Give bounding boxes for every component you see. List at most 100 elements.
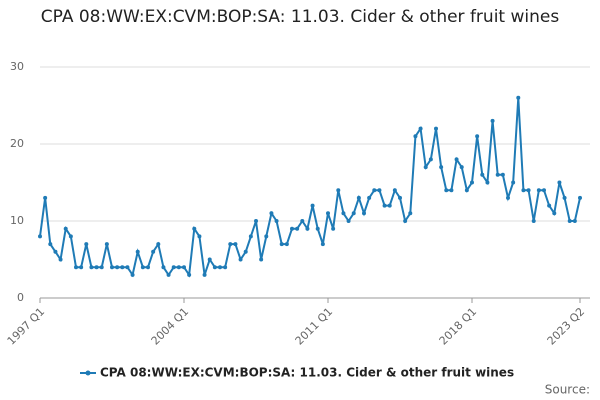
y-tick-label: 0 bbox=[17, 291, 24, 304]
data-point bbox=[526, 188, 531, 193]
data-point bbox=[68, 234, 73, 239]
data-point bbox=[398, 195, 402, 200]
data-point bbox=[125, 265, 130, 270]
data-point bbox=[218, 265, 222, 270]
data-point bbox=[243, 249, 248, 254]
data-point bbox=[207, 257, 212, 262]
data-point bbox=[506, 195, 510, 200]
legend-text: CPA 08:WW:EX:CVM:BOP:SA: 11.03. Cider & … bbox=[100, 366, 514, 380]
data-point bbox=[89, 265, 94, 270]
x-tick-label: 2011 Q1 bbox=[293, 305, 336, 348]
data-point bbox=[572, 219, 577, 223]
data-point bbox=[140, 265, 145, 270]
data-point bbox=[428, 157, 433, 162]
data-point bbox=[300, 219, 305, 223]
data-point bbox=[48, 242, 53, 247]
data-point bbox=[557, 180, 562, 185]
data-point bbox=[264, 234, 269, 239]
data-point bbox=[53, 249, 58, 254]
data-point bbox=[110, 265, 114, 270]
source: Source: bbox=[545, 383, 590, 397]
data-point bbox=[79, 265, 84, 270]
data-point bbox=[413, 134, 418, 139]
data-point bbox=[459, 165, 464, 170]
data-point bbox=[392, 188, 397, 193]
x-tick-label: 2004 Q1 bbox=[149, 305, 192, 348]
data-point bbox=[99, 265, 104, 270]
data-point bbox=[403, 219, 408, 223]
data-point bbox=[336, 188, 341, 193]
x-tick-label: 2023 Q2 bbox=[545, 305, 588, 348]
data-point bbox=[197, 234, 202, 239]
data-point bbox=[464, 188, 469, 193]
data-point bbox=[362, 211, 366, 216]
data-point bbox=[542, 188, 546, 193]
data-point bbox=[516, 95, 521, 100]
data-point bbox=[470, 180, 474, 185]
data-point bbox=[511, 180, 516, 185]
data-point bbox=[233, 242, 238, 247]
data-point bbox=[279, 242, 284, 247]
y-tick-label: 30 bbox=[10, 60, 24, 73]
data-point bbox=[156, 242, 161, 247]
data-point bbox=[475, 134, 480, 139]
y-tick-label: 20 bbox=[10, 137, 24, 150]
data-point bbox=[567, 219, 572, 223]
data-point bbox=[536, 188, 541, 193]
data-point bbox=[120, 265, 125, 270]
data-point bbox=[151, 249, 156, 254]
data-point bbox=[259, 257, 264, 262]
data-point bbox=[161, 265, 166, 270]
legend-marker bbox=[85, 370, 91, 376]
data-point bbox=[63, 226, 68, 231]
data-point bbox=[212, 265, 217, 270]
data-point bbox=[248, 234, 253, 239]
data-point bbox=[434, 126, 438, 131]
data-point bbox=[115, 265, 120, 270]
data-point bbox=[320, 242, 325, 247]
data-point bbox=[341, 211, 346, 216]
data-point bbox=[423, 165, 428, 170]
data-point bbox=[130, 272, 135, 277]
data-point bbox=[351, 211, 356, 216]
data-point bbox=[171, 265, 176, 270]
data-point bbox=[228, 242, 233, 247]
x-tick-label: 2018 Q1 bbox=[437, 305, 480, 348]
data-point bbox=[295, 226, 300, 231]
data-point bbox=[74, 265, 78, 270]
data-point bbox=[146, 265, 150, 270]
data-point bbox=[578, 195, 582, 200]
series-line bbox=[39, 97, 581, 278]
data-point bbox=[326, 211, 330, 216]
data-point bbox=[485, 180, 490, 185]
data-point bbox=[372, 188, 377, 193]
data-point bbox=[43, 195, 48, 200]
data-point bbox=[84, 242, 89, 247]
y-tick-label: 10 bbox=[10, 214, 24, 227]
data-point bbox=[531, 219, 536, 223]
data-point bbox=[408, 211, 413, 216]
chart-title: CPA 08:WW:EX:CVM:BOP:SA: 11.03. Cider & … bbox=[40, 7, 560, 27]
data-point bbox=[356, 195, 361, 200]
data-point bbox=[418, 126, 423, 131]
data-point bbox=[367, 195, 372, 200]
data-point bbox=[290, 226, 294, 231]
data-point bbox=[187, 272, 192, 277]
data-point bbox=[480, 172, 485, 177]
data-point bbox=[346, 219, 351, 223]
data-point bbox=[104, 242, 109, 247]
data-point bbox=[331, 226, 336, 231]
data-point bbox=[223, 265, 228, 270]
data-point bbox=[202, 272, 207, 277]
data-point bbox=[274, 219, 279, 223]
data-point bbox=[254, 219, 258, 223]
data-point bbox=[377, 188, 382, 193]
data-point bbox=[238, 257, 243, 262]
data-point bbox=[562, 195, 567, 200]
data-point bbox=[387, 203, 392, 208]
data-point bbox=[94, 265, 99, 270]
data-point bbox=[444, 188, 449, 193]
data-point bbox=[382, 203, 387, 208]
data-point bbox=[182, 265, 186, 270]
